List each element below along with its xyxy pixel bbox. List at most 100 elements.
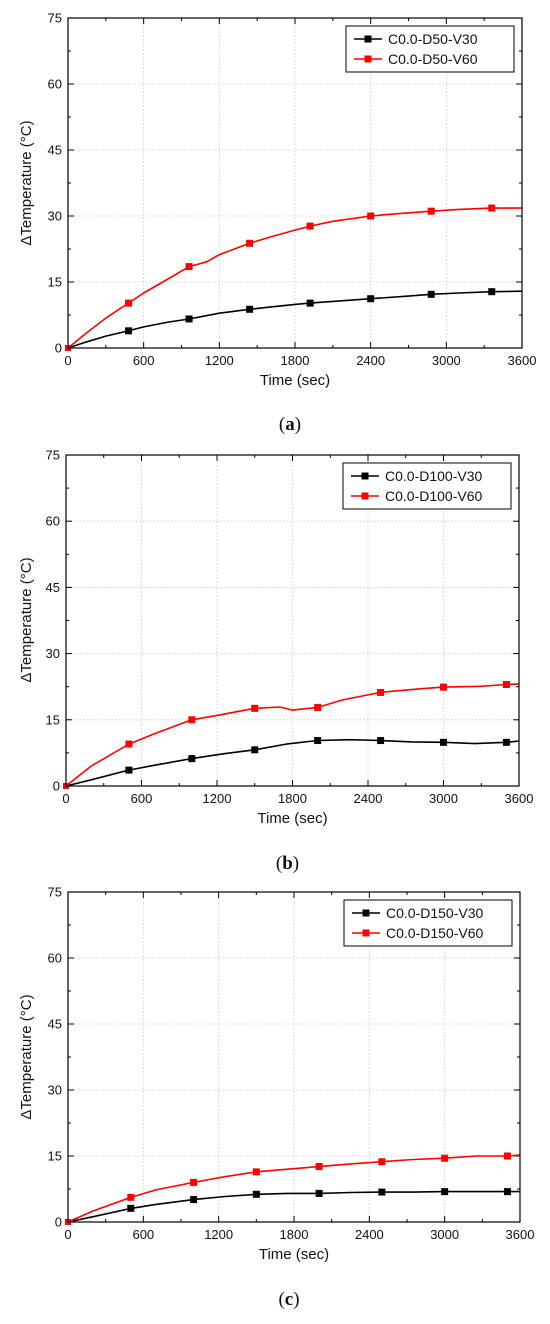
series-marker-1 <box>377 737 385 745</box>
series-marker-1 <box>246 305 254 313</box>
legend-entry-1: C0.0-D150-V30 <box>386 905 483 921</box>
y-tick-label: 45 <box>46 580 60 595</box>
series-marker-2 <box>190 1178 198 1186</box>
series-marker-2 <box>315 1163 323 1171</box>
series-marker-2 <box>367 212 375 220</box>
x-tick-label: 600 <box>131 791 153 806</box>
legend-marker-2 <box>362 929 370 937</box>
series-marker-1 <box>314 737 322 745</box>
series-marker-2 <box>488 204 496 212</box>
x-tick-label: 3000 <box>430 1227 459 1242</box>
series-marker-1 <box>188 755 196 763</box>
series-marker-2 <box>377 688 385 696</box>
y-tick-label: 15 <box>48 275 62 290</box>
legend-marker-1 <box>362 909 370 917</box>
x-tick-label: 3600 <box>508 353 537 368</box>
plot-frame <box>67 891 521 1223</box>
series-marker-1 <box>502 738 510 746</box>
series-marker-2 <box>502 680 510 688</box>
series-marker-1 <box>251 746 259 754</box>
legend: C0.0-D150-V30 C0.0-D150-V60 <box>343 899 513 947</box>
x-axis-title: Time (sec) <box>257 810 327 827</box>
legend-box <box>345 25 515 73</box>
series-marker-2 <box>427 207 435 215</box>
y-tick-label: 60 <box>46 514 60 529</box>
y-tick-label: 75 <box>48 885 62 900</box>
series-marker-1 <box>125 766 133 774</box>
panel-caption: (a) <box>279 414 301 435</box>
x-tick-label: 3000 <box>432 353 461 368</box>
legend: C0.0-D50-V30 C0.0-D50-V60 <box>345 25 515 73</box>
series-line-1 <box>67 1190 520 1223</box>
x-tick-label: 0 <box>64 1227 71 1242</box>
y-tick-label: 0 <box>53 779 60 794</box>
chart-panel-b: 0 600 1200 1800 2400 3000 3600 0 15 30 45 60 75 C0.0-… <box>18 448 533 875</box>
series-marker-2 <box>314 703 322 711</box>
y-tick-label: 45 <box>48 1017 62 1032</box>
series-marker-1 <box>441 1188 449 1196</box>
x-tick-label: 1800 <box>281 353 310 368</box>
chart-panel-a: 0 600 1200 1800 2400 3000 3600 0 15 30 45 60 75 C0.0-… <box>18 11 536 436</box>
series-marker-1 <box>185 315 193 323</box>
legend-marker-2 <box>361 492 369 500</box>
series-marker-2 <box>306 222 314 230</box>
legend-entry-2: C0.0-D50-V60 <box>388 51 478 67</box>
series-marker-2 <box>251 704 259 712</box>
series-marker-2 <box>503 1152 511 1160</box>
legend-entry-2: C0.0-D150-V60 <box>386 925 483 941</box>
x-tick-label: 1200 <box>205 353 234 368</box>
y-axis-title: ΔTemperature (°C) <box>18 557 35 682</box>
series-line-2 <box>65 683 520 787</box>
series-marker-1 <box>190 1196 198 1204</box>
y-tick-label: 15 <box>48 1149 62 1164</box>
x-tick-label: 3000 <box>429 791 458 806</box>
legend: C0.0-D100-V30 C0.0-D100-V60 <box>342 462 512 510</box>
series-line-1 <box>65 738 520 787</box>
chart-panel-c: 0 600 1200 1800 2400 3000 3600 0 15 30 45 60 75 C0.0-… <box>18 885 534 1311</box>
legend-marker-2 <box>364 55 372 63</box>
series-marker-1 <box>488 288 496 296</box>
x-tick-label: 0 <box>64 353 71 368</box>
y-tick-label: 15 <box>46 712 60 727</box>
series-marker-1 <box>252 1190 260 1198</box>
legend-entry-1: C0.0-D50-V30 <box>388 31 478 47</box>
y-tick-label: 30 <box>48 1083 62 1098</box>
legend-box <box>342 462 512 510</box>
x-tick-label: 600 <box>133 353 155 368</box>
x-tick-label: 600 <box>132 1227 154 1242</box>
series-marker-2 <box>441 1154 449 1162</box>
plot-frame <box>65 454 520 787</box>
x-tick-label: 0 <box>62 791 69 806</box>
y-tick-label: 0 <box>55 1215 62 1230</box>
series-marker-1 <box>378 1188 386 1196</box>
x-tick-label: 3600 <box>506 1227 535 1242</box>
panel-caption: (c) <box>278 1289 299 1310</box>
series-marker-1 <box>125 327 133 335</box>
x-tick-label: 1800 <box>280 1227 309 1242</box>
y-tick-label: 30 <box>48 209 62 224</box>
series-marker-2 <box>185 263 193 271</box>
y-tick-label: 45 <box>48 143 62 158</box>
series-marker-1 <box>127 1204 135 1212</box>
series-marker-2 <box>188 716 196 724</box>
series-marker-2 <box>252 1168 260 1176</box>
plot-frame <box>67 17 523 349</box>
x-tick-label: 3600 <box>505 791 534 806</box>
series-marker-2 <box>378 1158 386 1166</box>
series-marker-1 <box>503 1188 511 1196</box>
legend-marker-1 <box>364 35 372 43</box>
series-marker-2 <box>125 740 133 748</box>
series-marker-2 <box>246 239 254 247</box>
y-tick-label: 30 <box>46 646 60 661</box>
x-tick-label: 1200 <box>203 791 232 806</box>
panel-caption: (b) <box>276 853 299 874</box>
x-tick-label: 1800 <box>278 791 307 806</box>
series-marker-2 <box>125 299 133 307</box>
series-line-2 <box>67 1154 521 1223</box>
series-marker-1 <box>427 290 435 298</box>
x-axis-title: Time (sec) <box>259 1246 329 1263</box>
y-axis-title: ΔTemperature (°C) <box>18 994 35 1119</box>
legend-entry-1: C0.0-D100-V30 <box>385 468 482 484</box>
x-tick-label: 2400 <box>355 1227 384 1242</box>
legend-marker-1 <box>361 472 369 480</box>
